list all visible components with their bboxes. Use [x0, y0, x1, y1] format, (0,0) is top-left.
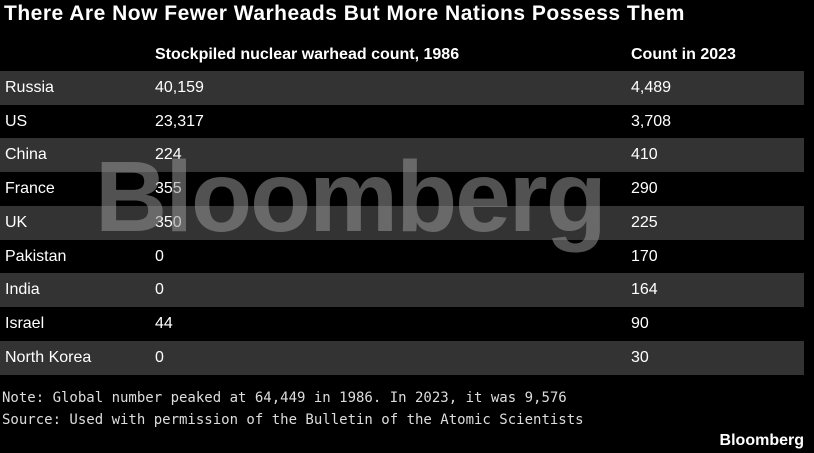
table-cell: UK: [5, 213, 28, 231]
table-cell: 30: [631, 348, 649, 366]
note: Note: Global number peaked at 64,449 in …: [2, 390, 567, 406]
table-row: North Korea 0 30: [0, 340, 804, 375]
table-cell: India: [5, 281, 40, 299]
table-row: Israel 44 90: [0, 307, 804, 341]
logo: Bloomberg: [719, 432, 804, 449]
table-row: Russia 40,159 4,489: [0, 71, 804, 105]
column-header: Count in 2023: [631, 46, 736, 63]
table-row: UK 350 225: [0, 205, 804, 240]
table-cell: 355: [155, 180, 182, 198]
table-cell: 0: [155, 348, 164, 366]
table-cell: North Korea: [5, 348, 92, 366]
table-cell: 44: [155, 314, 173, 332]
table-row: Pakistan 0 170: [0, 240, 804, 274]
table-cell: US: [5, 112, 28, 130]
watermark: Bloomberg: [95, 141, 607, 253]
table-row: US 23,317 3,708: [0, 105, 804, 139]
table-cell: 4,489: [631, 79, 672, 96]
table-cell: 40,159: [155, 79, 204, 96]
table-cell: 225: [631, 213, 658, 231]
table-cell: 350: [155, 213, 182, 231]
table-cell: 290: [631, 180, 658, 198]
table-cell: France: [5, 180, 55, 198]
source: Source: Used with permission of the Bull…: [2, 412, 584, 428]
column-header: Stockpiled nuclear warhead count, 1986: [155, 46, 460, 63]
table-cell: 23,317: [155, 112, 204, 130]
table-cell: China: [5, 146, 47, 164]
table-cell: 0: [155, 247, 164, 265]
table-row: India 0 164: [0, 273, 804, 308]
table-row: China 224 410: [0, 138, 804, 173]
table-cell: Israel: [5, 314, 45, 332]
table-row: France 355 290: [0, 172, 804, 206]
table-cell: 90: [631, 314, 649, 332]
table-cell: Russia: [5, 79, 54, 96]
table-cell: 170: [631, 247, 658, 265]
title: There Are Now Fewer Warheads But More Na…: [4, 2, 685, 25]
table-cell: 224: [155, 146, 182, 164]
table-cell: 3,708: [631, 112, 672, 130]
table-cell: 164: [631, 281, 658, 299]
table-cell: 410: [631, 146, 658, 164]
table-cell: 0: [155, 281, 164, 299]
table-cell: Pakistan: [5, 247, 67, 265]
